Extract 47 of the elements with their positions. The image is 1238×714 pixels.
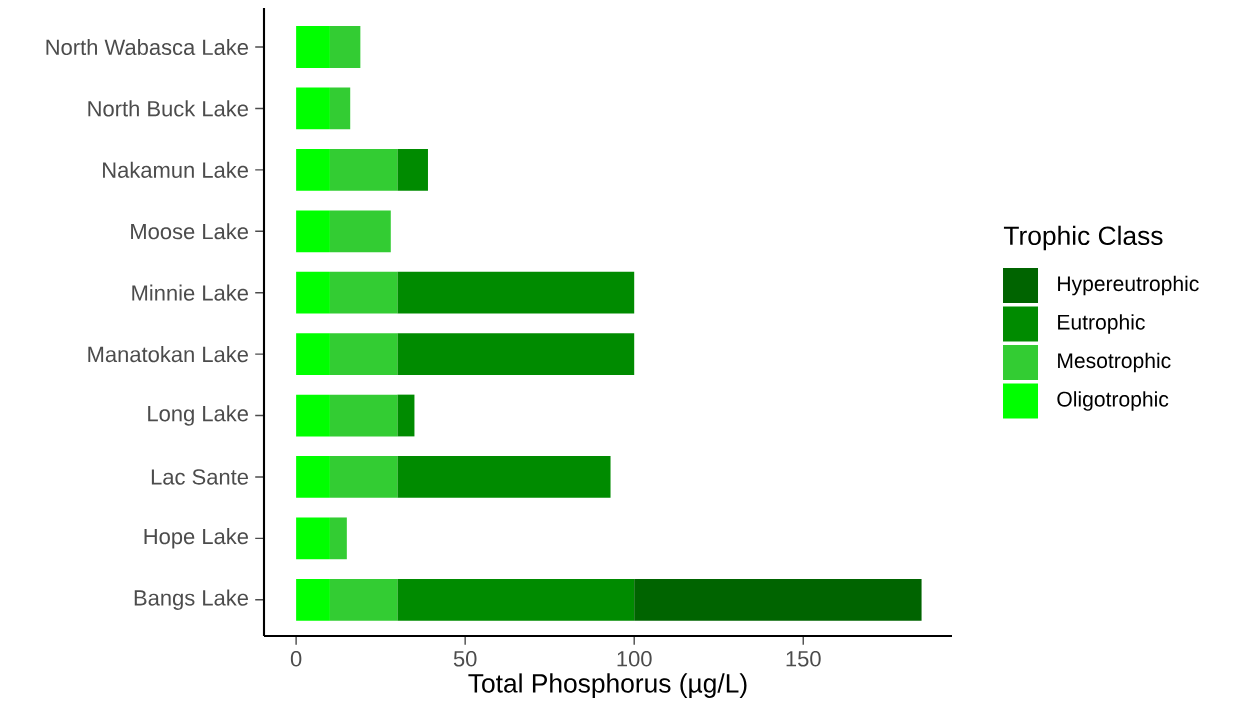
bar [397, 578, 635, 621]
bar [329, 517, 347, 560]
bar [329, 456, 398, 498]
y-tick-label: Moose Lake [131, 223, 248, 240]
x-tick-label: 0 [290, 651, 302, 667]
bar [329, 333, 398, 375]
bar [397, 271, 635, 314]
bar [329, 578, 398, 621]
legend-label: Hypereutrophic [1058, 275, 1199, 296]
y-tick-label: Nakamun Lake [103, 161, 248, 178]
x-tick-label: 150 [786, 651, 821, 667]
bar [329, 210, 391, 253]
bar [634, 578, 922, 621]
y-tick-label: Hope Lake [144, 528, 248, 549]
bar [329, 87, 351, 130]
bar [296, 87, 330, 130]
x-tick-label: 50 [453, 651, 477, 667]
y-tick-label: North Buck Lake [88, 100, 248, 117]
y-tick-label: Bangs Lake [134, 589, 248, 610]
bar [296, 210, 330, 253]
bar [296, 148, 330, 191]
legend-label: Oligotrophic [1057, 391, 1169, 411]
bar [296, 578, 330, 621]
x-axis-title: Total Phosphorus (µg/L) [468, 673, 747, 698]
y-tick-label: Manatokan Lake [88, 346, 248, 363]
y-tick-label: Lac Sante [151, 469, 248, 485]
bar [296, 394, 330, 437]
bar [397, 333, 635, 375]
x-tick-label: 100 [617, 651, 652, 667]
bar [397, 148, 428, 191]
bar [397, 394, 415, 437]
bar [329, 26, 361, 68]
bar [397, 456, 611, 498]
bar [329, 148, 398, 191]
bar [329, 394, 398, 437]
bar [296, 456, 330, 498]
legend-label: Eutrophic [1058, 314, 1145, 334]
legend-title: Trophic Class [1003, 225, 1163, 251]
bar [296, 271, 330, 314]
legend-label: Mesotrophic [1058, 352, 1171, 373]
bar [296, 517, 330, 560]
y-tick-label: North Wabasca Lake [46, 38, 248, 56]
bar [329, 271, 398, 314]
bar [296, 333, 330, 375]
y-tick-label: Long Lake [148, 405, 248, 426]
y-tick-label: Minnie Lake [132, 284, 248, 301]
bar [296, 26, 330, 68]
